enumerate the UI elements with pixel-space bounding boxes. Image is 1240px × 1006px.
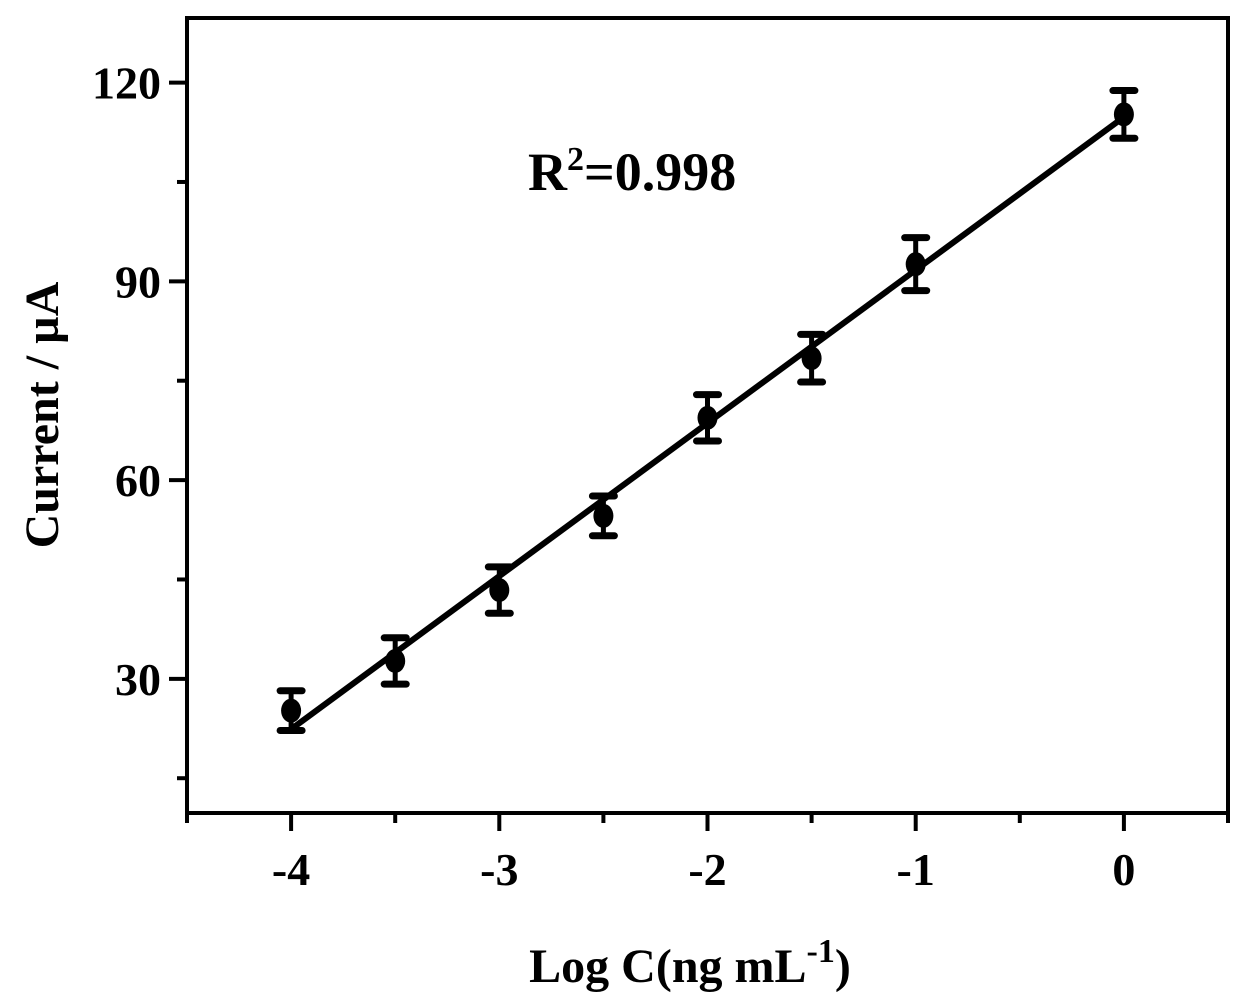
data-point [802,346,822,370]
x-axis-label: Log C(ng mL-1) [529,933,851,993]
x-tick-label: -3 [480,844,518,895]
y-tick-label: 90 [115,256,161,307]
data-point [906,252,926,276]
data-point [1114,102,1134,126]
y-tick-label: 60 [115,455,161,506]
y-axis-label: Current / µA [16,281,69,548]
data-point [593,504,613,528]
r-squared-annotation: R2=0.998 [528,141,736,202]
data-point [385,649,405,673]
x-tick-label: -2 [688,844,726,895]
data-point [698,406,718,430]
data-point [489,578,509,602]
data-point [281,699,301,723]
x-tick-label: -4 [272,844,310,895]
x-tick-label: -1 [897,844,935,895]
y-tick-label: 120 [92,58,161,109]
y-tick-label: 30 [115,654,161,705]
x-tick-label: 0 [1112,844,1135,895]
